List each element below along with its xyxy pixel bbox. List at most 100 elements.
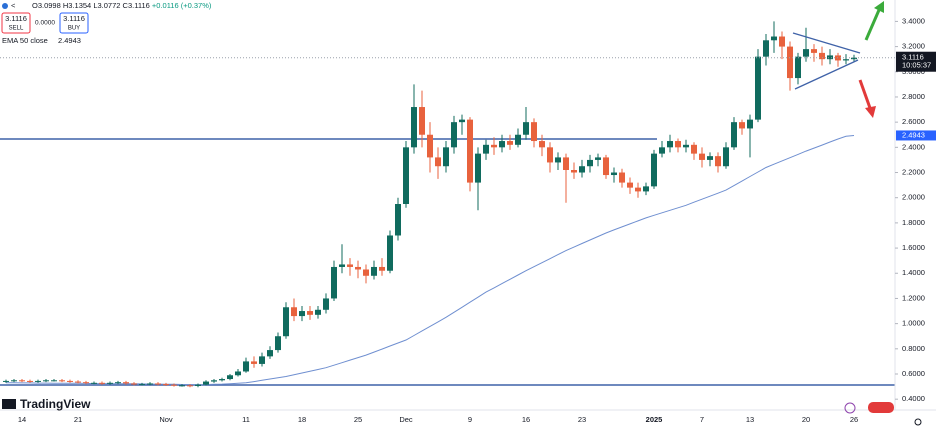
x-tick-label: 16 [522, 415, 530, 424]
candle-body [507, 141, 513, 145]
candle-body [515, 134, 521, 145]
candle-body [3, 380, 9, 382]
candle-body [739, 122, 745, 129]
last-price-tag [896, 51, 936, 72]
triangle-upper [792, 32, 861, 54]
y-tick-label: 0.8000 [902, 344, 925, 353]
flags-icon[interactable] [868, 402, 894, 413]
candle-body [715, 156, 721, 167]
ema-price: 2.4943 [902, 130, 925, 139]
candle-body [451, 122, 457, 148]
y-tick-label: 1.4000 [902, 268, 925, 277]
candle-body [683, 144, 689, 148]
candle-body [323, 298, 329, 310]
candle-body [331, 266, 337, 299]
y-tick-label: 1.0000 [902, 319, 925, 328]
x-tick-label: Dec [399, 415, 413, 424]
down-arrow [858, 79, 872, 109]
header-value: H3.1354 [63, 1, 91, 10]
brand: TradingView [20, 397, 91, 411]
candle-body [459, 119, 465, 123]
share-icon[interactable]: < [11, 1, 16, 10]
candle-body [403, 147, 409, 204]
brand-logo [2, 399, 16, 409]
candle-body [155, 383, 161, 385]
candle-body [187, 385, 193, 387]
candle-body [211, 380, 217, 382]
candle-body [659, 147, 665, 154]
candle-body [787, 46, 793, 79]
candle-body [195, 384, 201, 386]
y-tick-label: 2.4000 [902, 142, 925, 151]
header-value: O3.0998 [32, 1, 61, 10]
candle-body [235, 371, 241, 376]
candle-body [395, 204, 401, 236]
candle-body [539, 141, 545, 148]
ema-price-tag [896, 130, 936, 141]
candle-body [115, 382, 121, 384]
y-tick-label: 2.0000 [902, 193, 925, 202]
candle-body [643, 186, 649, 192]
candle-body [771, 36, 777, 41]
countdown: 10:05:37 [902, 61, 931, 70]
x-tick-label: 23 [578, 415, 586, 424]
x-tick-label: 2025 [646, 415, 663, 424]
x-tick-label: Nov [159, 415, 173, 424]
candle-body [731, 122, 737, 148]
x-tick-label: 11 [242, 415, 250, 424]
candle-body [843, 59, 849, 61]
candle-body [587, 159, 593, 167]
candle-body [699, 153, 705, 160]
candle-body [283, 307, 289, 337]
candle-body [579, 166, 585, 173]
up-arrow [864, 9, 881, 41]
header-value: L3.0772 [93, 1, 120, 10]
x-tick-label: 14 [18, 415, 26, 424]
symbol-icon[interactable] [2, 3, 8, 9]
candle-body [227, 375, 233, 380]
candle-body [131, 383, 137, 385]
settings-icon[interactable] [914, 418, 922, 426]
candle-body [43, 380, 49, 382]
y-tick-label: 1.8000 [902, 218, 925, 227]
header-value: C3.1116 [123, 1, 150, 10]
candle-body [219, 379, 225, 381]
up-arrow-head [874, 1, 884, 13]
candle-body [555, 157, 561, 163]
candle-body [443, 147, 449, 167]
candle-body [91, 382, 97, 384]
candle-body [611, 172, 617, 176]
candle-body [531, 122, 537, 142]
candle-body [779, 36, 785, 47]
replay-icon[interactable] [844, 402, 856, 414]
last-price: 3.1116 [902, 53, 924, 62]
candle-body [411, 107, 417, 148]
candle-body [467, 119, 473, 183]
y-tick-label: 3.2000 [902, 42, 925, 51]
candle-body [267, 350, 273, 357]
x-tick-label: 20 [802, 415, 810, 424]
sell-button[interactable] [1, 12, 31, 34]
sell-label: SELL [9, 26, 24, 32]
candle-body [483, 144, 489, 154]
candle-body [675, 141, 681, 148]
candle-body [27, 380, 33, 382]
header-value: +0.0116 (+0.37%) [152, 1, 212, 10]
buy-button[interactable] [59, 12, 89, 34]
candle-body [763, 40, 769, 57]
candle-body [387, 235, 393, 271]
candle-body [491, 144, 497, 148]
candle-body [67, 380, 73, 382]
x-tick-label: 21 [74, 415, 82, 424]
candle-body [603, 157, 609, 176]
spread: 0.0000 [35, 20, 55, 27]
indicator-value: 2.4943 [58, 36, 81, 45]
candle-body [667, 141, 673, 148]
candle-body [595, 157, 601, 160]
candle-body [827, 55, 833, 60]
candle-body [315, 309, 321, 315]
y-tick-label: 2.6000 [902, 117, 925, 126]
x-tick-label: 9 [468, 415, 472, 424]
candle-body [419, 107, 425, 135]
